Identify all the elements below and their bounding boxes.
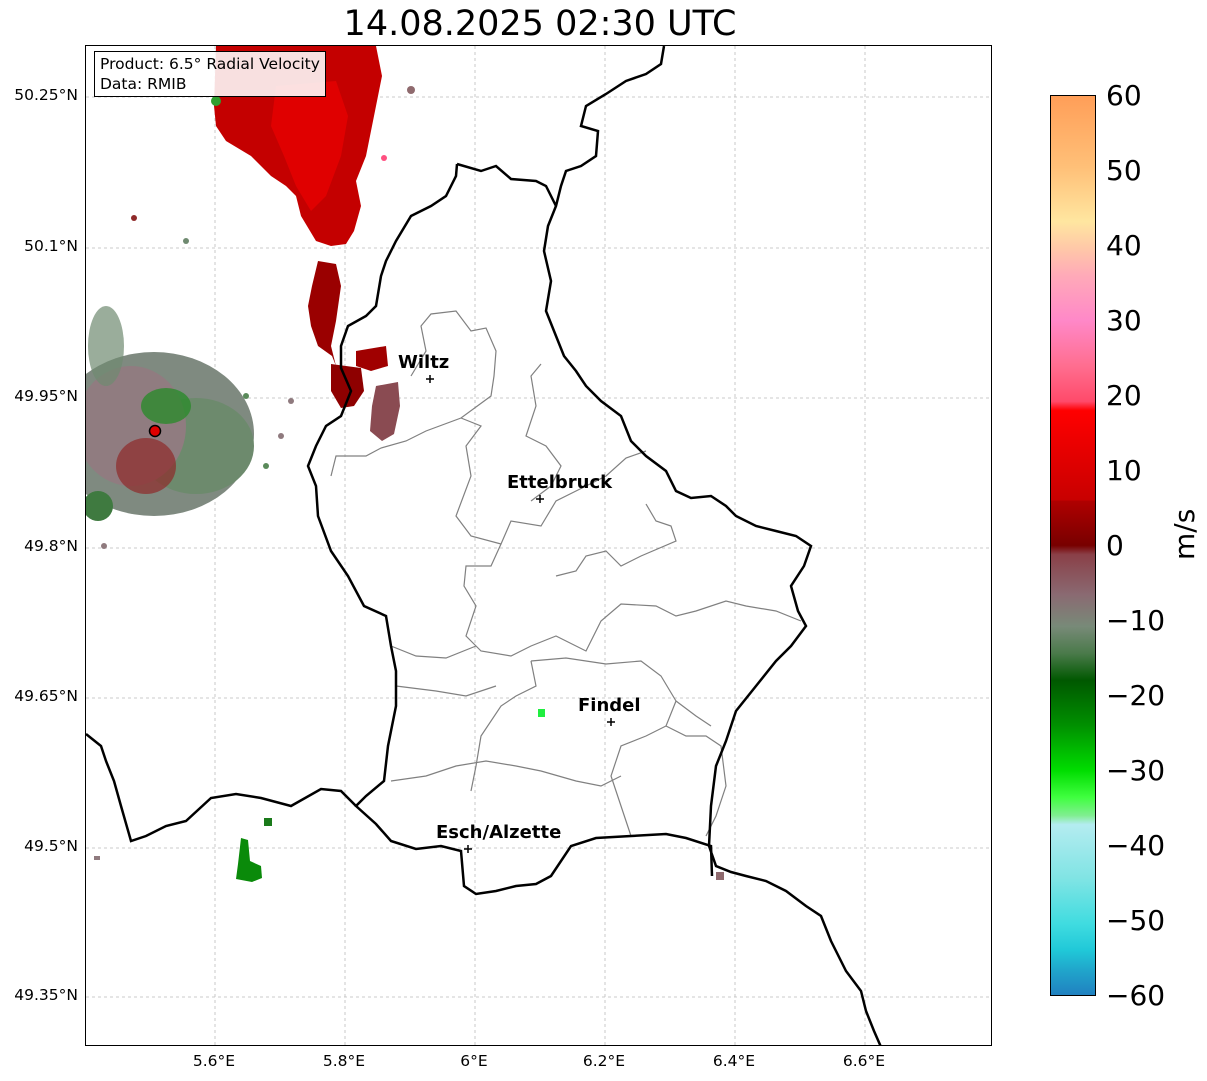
- y-tick-label: 49.5°N: [24, 837, 78, 855]
- echo-south: [94, 709, 724, 882]
- colorbar-tick: −30: [1106, 754, 1166, 787]
- colorbar-tick: 30: [1106, 304, 1142, 337]
- x-tick-label: 6.2°E: [582, 1052, 626, 1070]
- city-markers: [426, 375, 615, 853]
- colorbar-tick: 20: [1106, 379, 1142, 412]
- city-label-esch-alzette: Esch/Alzette: [436, 822, 562, 843]
- x-tick-label: 6.4°E: [712, 1052, 756, 1070]
- data-source-label: Data: RMIB: [100, 75, 187, 93]
- colorbar-tick: 60: [1106, 79, 1142, 112]
- map-title: 14.08.2025 02:30 UTC: [343, 4, 737, 44]
- city-label-wiltz: Wiltz: [398, 352, 450, 373]
- x-tick-label: 5.8°E: [322, 1052, 366, 1070]
- colorbar-tick: 10: [1106, 454, 1142, 487]
- x-tick-label: 5.6°E: [192, 1052, 236, 1070]
- colorbar-tick: −40: [1106, 829, 1166, 862]
- colorbar-tick: −10: [1106, 604, 1166, 637]
- map-canvas: [86, 46, 991, 1045]
- radar-map[interactable]: Wiltz Ettelbruck Findel Esch/Alzette: [85, 45, 992, 1046]
- district-boundaries: [330, 310, 802, 837]
- colorbar-tick: 50: [1106, 154, 1142, 187]
- y-tick-label: 49.65°N: [14, 687, 78, 705]
- national-borders: [86, 46, 882, 1045]
- x-tick-label: 6.6°E: [842, 1052, 886, 1070]
- colorbar: [1050, 95, 1096, 996]
- y-tick-label: 49.8°N: [24, 537, 78, 555]
- x-tick-label: 6°E: [460, 1052, 488, 1070]
- colorbar-tick: −20: [1106, 679, 1166, 712]
- colorbar-tick: −50: [1106, 904, 1166, 937]
- y-tick-label: 50.25°N: [14, 86, 78, 104]
- y-tick-label: 49.95°N: [14, 387, 78, 405]
- y-tick-label: 50.1°N: [24, 237, 78, 255]
- product-info-box: Product: 6.5° Radial Velocity Data: RMIB: [94, 51, 326, 97]
- y-tick-label: 49.35°N: [14, 986, 78, 1004]
- radar-site-marker: [148, 424, 162, 438]
- city-label-ettelbruck: Ettelbruck: [507, 472, 613, 493]
- colorbar-tick: −60: [1106, 979, 1166, 1012]
- colorbar-tick: 40: [1106, 229, 1142, 262]
- colorbar-tick: 0: [1106, 529, 1124, 562]
- gridlines: [86, 46, 991, 1045]
- city-label-findel: Findel: [578, 695, 641, 716]
- storm-cell-north: [211, 46, 415, 441]
- colorbar-unit-label: m/s: [1168, 508, 1201, 560]
- product-label: Product: 6.5° Radial Velocity: [100, 55, 320, 73]
- radar-clutter: [86, 215, 294, 549]
